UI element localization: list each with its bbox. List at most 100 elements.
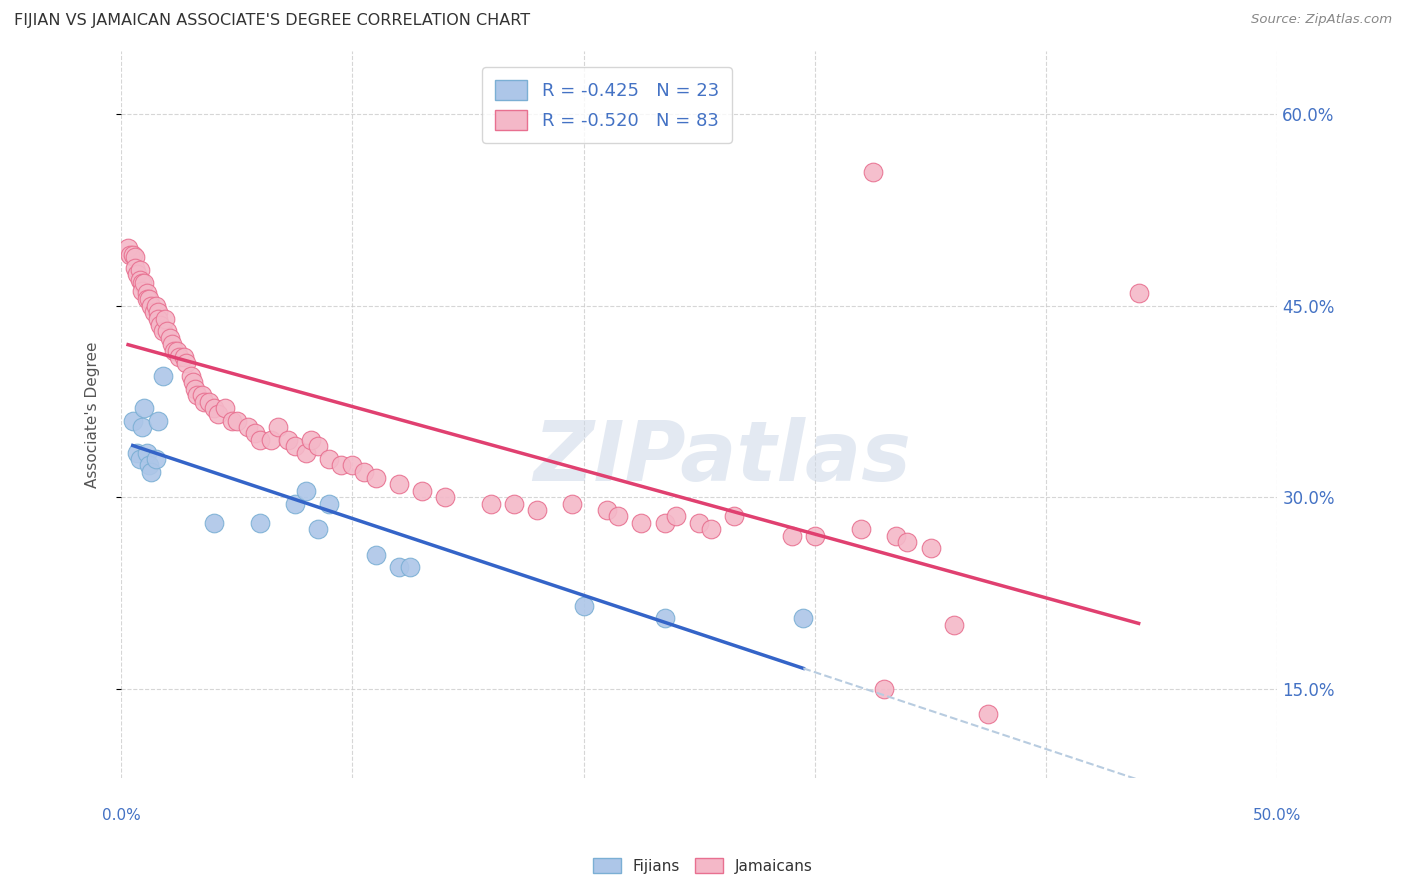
Point — [654, 516, 676, 530]
Point — [146, 414, 169, 428]
Point — [503, 497, 526, 511]
Point — [780, 528, 803, 542]
Point — [173, 350, 195, 364]
Point — [873, 681, 896, 696]
Point — [131, 284, 153, 298]
Point — [561, 497, 583, 511]
Point — [193, 394, 215, 409]
Point — [141, 299, 163, 313]
Point — [163, 343, 186, 358]
Point — [607, 509, 630, 524]
Point — [245, 426, 267, 441]
Point — [411, 483, 433, 498]
Point — [134, 401, 156, 415]
Point — [117, 242, 139, 256]
Point — [142, 305, 165, 319]
Point — [364, 548, 387, 562]
Point — [202, 516, 225, 530]
Point — [127, 445, 149, 459]
Point — [388, 560, 411, 574]
Legend: R = -0.425   N = 23, R = -0.520   N = 83: R = -0.425 N = 23, R = -0.520 N = 83 — [482, 67, 731, 143]
Point — [191, 388, 214, 402]
Point — [145, 452, 167, 467]
Point — [149, 318, 172, 332]
Point — [179, 369, 201, 384]
Point — [284, 439, 307, 453]
Point — [342, 458, 364, 473]
Point — [920, 541, 942, 556]
Point — [134, 276, 156, 290]
Point — [198, 394, 221, 409]
Point — [159, 331, 181, 345]
Point — [884, 528, 907, 542]
Point — [804, 528, 827, 542]
Point — [665, 509, 688, 524]
Point — [146, 305, 169, 319]
Point — [688, 516, 710, 530]
Point — [862, 165, 884, 179]
Y-axis label: Associate's Degree: Associate's Degree — [86, 341, 100, 488]
Point — [295, 445, 318, 459]
Text: ZIPatlas: ZIPatlas — [533, 417, 911, 499]
Point — [318, 452, 340, 467]
Point — [307, 439, 329, 453]
Point — [284, 497, 307, 511]
Point — [792, 611, 814, 625]
Point — [295, 483, 318, 498]
Point — [307, 522, 329, 536]
Point — [135, 293, 157, 307]
Point — [135, 445, 157, 459]
Point — [277, 433, 299, 447]
Point — [267, 420, 290, 434]
Point — [654, 611, 676, 625]
Point — [700, 522, 723, 536]
Point — [127, 267, 149, 281]
Point — [138, 458, 160, 473]
Point — [186, 388, 208, 402]
Point — [399, 560, 422, 574]
Point — [977, 707, 1000, 722]
Point — [260, 433, 283, 447]
Point — [299, 433, 322, 447]
Point — [152, 369, 174, 384]
Point — [152, 324, 174, 338]
Point — [135, 286, 157, 301]
Point — [318, 497, 340, 511]
Point — [121, 248, 143, 262]
Point — [1128, 286, 1150, 301]
Point — [131, 420, 153, 434]
Point — [146, 311, 169, 326]
Point — [160, 337, 183, 351]
Point — [596, 503, 619, 517]
Point — [124, 251, 146, 265]
Point — [221, 414, 243, 428]
Point — [572, 599, 595, 613]
Point — [120, 248, 142, 262]
Point — [138, 293, 160, 307]
Point — [364, 471, 387, 485]
Point — [630, 516, 652, 530]
Point — [145, 299, 167, 313]
Text: 0.0%: 0.0% — [101, 808, 141, 823]
Point — [124, 260, 146, 275]
Point — [128, 273, 150, 287]
Point — [202, 401, 225, 415]
Point — [353, 465, 375, 479]
Point — [121, 414, 143, 428]
Point — [238, 420, 260, 434]
Text: FIJIAN VS JAMAICAN ASSOCIATE'S DEGREE CORRELATION CHART: FIJIAN VS JAMAICAN ASSOCIATE'S DEGREE CO… — [14, 13, 530, 29]
Point — [166, 343, 188, 358]
Point — [153, 311, 176, 326]
Point — [225, 414, 247, 428]
Point — [131, 276, 153, 290]
Point — [896, 534, 918, 549]
Point — [167, 350, 190, 364]
Point — [141, 465, 163, 479]
Point — [249, 433, 271, 447]
Point — [433, 490, 456, 504]
Point — [942, 617, 965, 632]
Point — [849, 522, 872, 536]
Text: 50.0%: 50.0% — [1253, 808, 1302, 823]
Point — [156, 324, 179, 338]
Point — [479, 497, 502, 511]
